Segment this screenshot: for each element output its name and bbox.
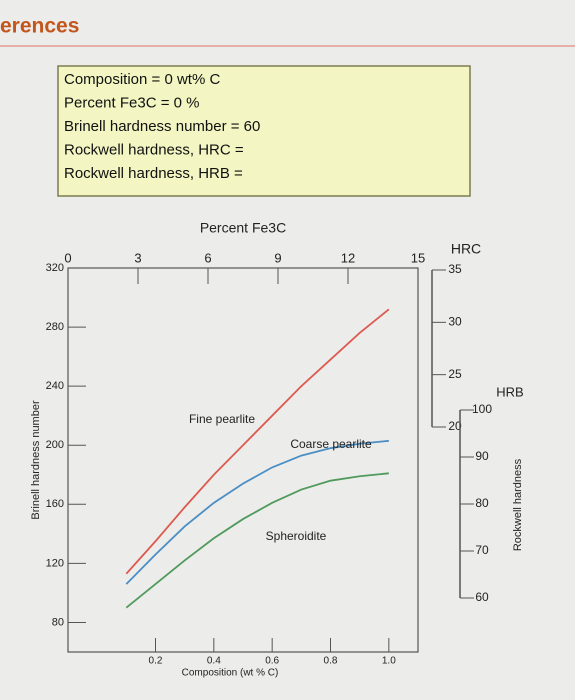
y-tick-label: 120 [46, 557, 64, 569]
page-title: erences [0, 15, 79, 38]
hrb-tick-label: 100 [472, 402, 492, 416]
top-tick-label: 6 [204, 250, 211, 265]
curve-label: Coarse pearlite [290, 437, 372, 451]
right-axis-title: Rockwell hardness [512, 458, 524, 551]
top-axis-title: Percent Fe3C [200, 220, 286, 236]
info-line: Rockwell hardness, HRB = [64, 165, 243, 182]
curve-label: Spheroidite [266, 529, 327, 543]
curve-label: Fine pearlite [189, 412, 255, 426]
x-tick-label: 0.4 [207, 656, 221, 667]
hrc-title: HRC [451, 241, 481, 257]
hrc-tick-label: 35 [448, 262, 462, 276]
hrb-title: HRB [496, 384, 523, 399]
curve [125, 439, 389, 585]
curve [125, 472, 389, 609]
plot-frame [67, 267, 419, 653]
curve [125, 308, 390, 575]
hrc-tick-label: 20 [448, 419, 462, 433]
y-tick-label: 240 [46, 380, 64, 392]
hrc-tick-label: 25 [448, 367, 462, 381]
info-box [57, 65, 471, 197]
top-tick-label: 15 [411, 250, 425, 265]
info-line: Brinell hardness number = 60 [64, 118, 260, 135]
hrb-tick-label: 90 [475, 449, 489, 463]
info-line: Composition = 0 wt% C [64, 71, 220, 88]
y-tick-label: 80 [52, 616, 64, 628]
y-tick-label: 160 [46, 498, 64, 510]
top-tick-label: 12 [341, 250, 355, 265]
y-axis-title: Brinell hardness number [30, 400, 42, 520]
x-tick-label: 0.6 [265, 656, 279, 667]
y-tick-label: 320 [46, 262, 64, 274]
top-tick-label: 0 [64, 250, 71, 265]
x-tick-label: 0.2 [149, 656, 163, 667]
top-tick-label: 9 [274, 250, 281, 265]
info-line: Percent Fe3C = 0 % [64, 94, 199, 111]
hrb-tick-label: 70 [475, 543, 489, 557]
hrc-tick-label: 30 [448, 315, 462, 329]
info-line: Rockwell hardness, HRC = [64, 141, 244, 158]
x-tick-label: 1.0 [382, 656, 396, 667]
hrb-tick-label: 80 [475, 496, 489, 510]
y-tick-label: 280 [46, 321, 64, 333]
x-tick-label: 0.8 [324, 656, 338, 667]
x-axis-title: Composition (wt % C) [182, 668, 279, 679]
hrb-tick-label: 60 [475, 590, 489, 604]
y-tick-label: 200 [46, 439, 64, 451]
top-tick-label: 3 [134, 250, 141, 265]
